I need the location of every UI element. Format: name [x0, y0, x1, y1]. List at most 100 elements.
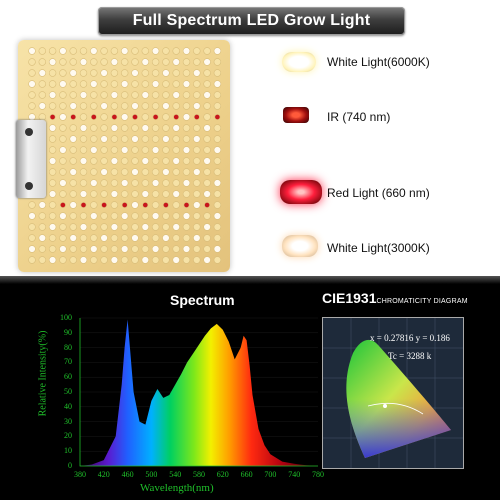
led-chip: [131, 245, 139, 253]
led-chip: [110, 157, 119, 165]
led-chip: [59, 102, 67, 110]
led-chip: [120, 234, 129, 242]
led-chip: [213, 58, 222, 66]
led-chip: [193, 223, 201, 231]
x-tick-label: 580: [193, 470, 205, 479]
y-tick-label: 60: [64, 372, 72, 382]
led-chip: [204, 202, 210, 208]
led-chip: [110, 190, 119, 198]
led-chip: [151, 223, 160, 231]
led-chip: [151, 58, 160, 66]
led-chip: [90, 190, 98, 198]
led-chip: [151, 201, 160, 209]
led-chip: [59, 146, 67, 154]
led-chip: [48, 256, 57, 264]
led-chip: [182, 179, 191, 187]
led-chip: [141, 168, 150, 176]
led-chip: [151, 69, 160, 77]
led-chip: [141, 47, 150, 55]
led-chip: [38, 223, 46, 231]
led-chip: [110, 58, 119, 66]
led-chip: [120, 47, 129, 55]
y-tick-label: 50: [64, 387, 72, 396]
led-chip: [110, 146, 119, 154]
led-chip: [131, 157, 139, 165]
led-chip: [90, 102, 98, 110]
led-chip: [213, 91, 222, 99]
led-chip: [193, 146, 201, 154]
led-chip: [79, 157, 88, 165]
led-chip: [193, 157, 201, 165]
x-tick-label: 420: [97, 470, 110, 479]
led-chip: [120, 212, 129, 220]
led-chip: [79, 190, 88, 198]
led-chip: [110, 91, 119, 99]
led-chip: [141, 58, 150, 66]
led-chip: [120, 91, 129, 99]
led-chip: [193, 256, 201, 264]
led-chip: [151, 234, 160, 242]
led-chip: [182, 80, 191, 88]
led-chip: [131, 47, 139, 55]
led-chip: [80, 202, 87, 208]
led-chip: [141, 69, 150, 77]
led-chip: [213, 234, 222, 242]
led-chip: [100, 179, 108, 187]
led-chip: [120, 157, 129, 165]
led-chip: [100, 245, 108, 253]
led-chip: [100, 146, 108, 154]
led-chip: [182, 234, 191, 242]
led-chip: [151, 80, 160, 88]
led-chip: [131, 135, 139, 143]
led-chip: [182, 124, 191, 132]
led-chip: [162, 47, 170, 55]
led-chip: [182, 157, 191, 165]
led-chip: [213, 69, 222, 77]
led-chip: [182, 91, 191, 99]
led-chip: [79, 69, 88, 77]
led-chip: [162, 234, 170, 242]
led-chip: [172, 168, 180, 176]
led-chip: [141, 80, 150, 88]
led-chip: [193, 234, 201, 242]
led-chip: [110, 80, 119, 88]
led-chip: [141, 135, 150, 143]
bracket-hole: [25, 128, 33, 136]
led-chip: [182, 58, 191, 66]
led-chip: [79, 58, 88, 66]
led-chip: [79, 168, 88, 176]
led-chip: [172, 190, 180, 198]
led-chip: [182, 256, 191, 264]
led-chip: [162, 245, 170, 253]
led-chip: [100, 157, 108, 165]
led-chip: [131, 69, 139, 77]
led-chip: [162, 146, 170, 154]
led-chip: [90, 234, 98, 242]
led-chip: [151, 47, 160, 55]
led-chip: [193, 58, 201, 66]
y-tick-label: 90: [64, 327, 72, 337]
led-chip: [182, 146, 191, 154]
led-chip: [203, 245, 211, 253]
led-chip: [131, 80, 139, 88]
led-chip: [48, 58, 57, 66]
led-chip: [69, 201, 77, 209]
led-chip: [182, 223, 191, 231]
y-tick-label: 100: [60, 313, 72, 322]
ir-led-swatch: [283, 107, 309, 123]
led-chip: [59, 58, 67, 66]
led-chip: [120, 113, 129, 121]
led-chip: [162, 212, 170, 220]
led-chip: [193, 245, 201, 253]
led-chip: [151, 168, 160, 176]
led-chip: [213, 157, 222, 165]
led-chip: [152, 114, 159, 120]
led-chip: [203, 157, 211, 165]
led-chip: [90, 58, 98, 66]
led-chip: [48, 201, 57, 209]
led-chip: [131, 190, 139, 198]
led-chip: [79, 223, 88, 231]
y-tick-label: 30: [64, 416, 72, 426]
led-chip: [193, 80, 201, 88]
led-chip: [172, 80, 180, 88]
